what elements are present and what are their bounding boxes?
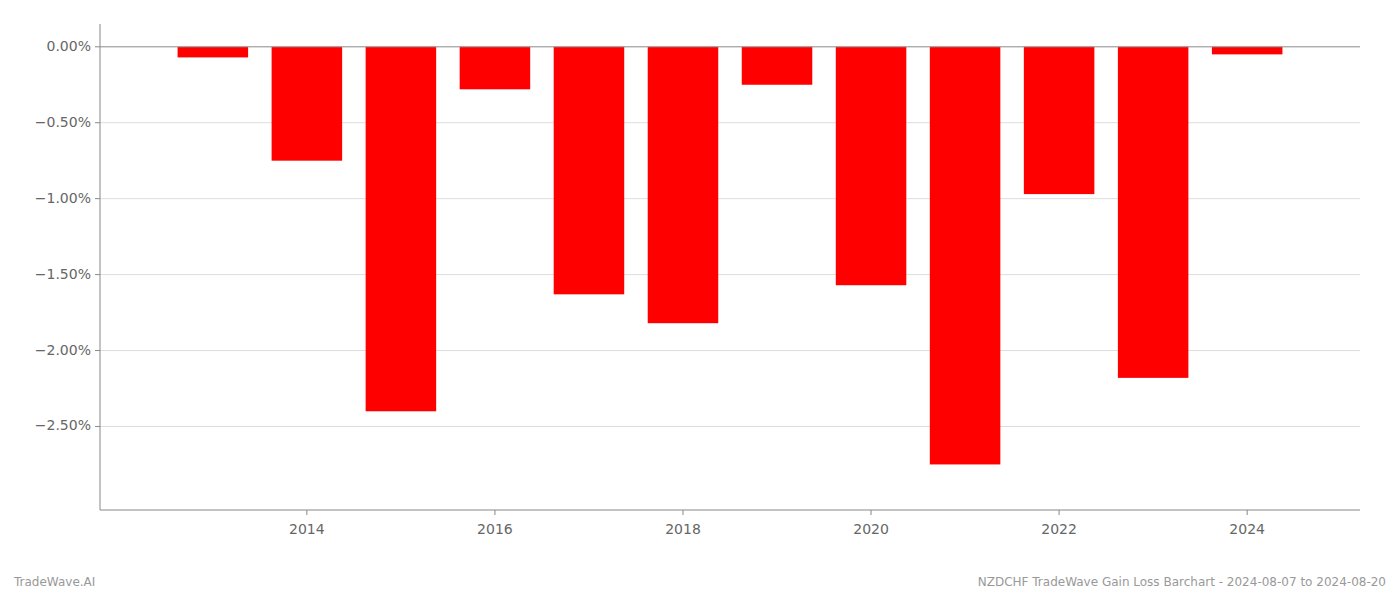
x-tick (871, 510, 872, 515)
y-tick-label: −1.00% (35, 190, 91, 206)
bar (742, 47, 813, 85)
y-tick (95, 198, 100, 199)
chart-container: 0.00%−0.50%−1.00%−1.50%−2.00%−2.50%20142… (0, 0, 1400, 600)
bar (460, 47, 531, 90)
y-tick-label: −2.00% (35, 342, 91, 358)
axes (100, 24, 1360, 510)
x-tick-label: 2020 (853, 521, 889, 537)
footer-text: TradeWave.AI (13, 575, 95, 589)
x-tick-label: 2014 (289, 521, 325, 537)
x-tick (682, 510, 683, 515)
x-tick (494, 510, 495, 515)
y-tick (95, 274, 100, 275)
x-tick-label: 2022 (1041, 521, 1077, 537)
bar (1212, 47, 1283, 55)
bar (366, 47, 437, 412)
y-tick-label: 0.00% (47, 38, 91, 54)
zero-line (100, 46, 1360, 47)
bars (178, 47, 1283, 465)
footer-text: NZDCHF TradeWave Gain Loss Barchart - 20… (978, 575, 1386, 589)
y-tick-label: −0.50% (35, 114, 91, 130)
bar (1024, 47, 1095, 194)
x-tick (1247, 510, 1248, 515)
y-tick (95, 46, 100, 47)
x-tick-label: 2024 (1229, 521, 1265, 537)
x-axis-line (100, 510, 1360, 511)
bar (648, 47, 719, 323)
x-tick-label: 2016 (477, 521, 513, 537)
bar (1118, 47, 1189, 378)
bar (272, 47, 343, 161)
grid-line (100, 46, 1360, 47)
y-tick (95, 122, 100, 123)
y-tick (95, 350, 100, 351)
x-tick-label: 2018 (665, 521, 701, 537)
bar (930, 47, 1001, 465)
x-tick (306, 510, 307, 515)
chart-svg: 0.00%−0.50%−1.00%−1.50%−2.00%−2.50%20142… (0, 0, 1400, 600)
grid-line (100, 426, 1360, 427)
x-axis: 2014 2016 2018 2020 2022 2024 (289, 510, 1265, 537)
y-tick-label: −1.50% (35, 266, 91, 282)
bar (554, 47, 625, 295)
y-axis: 0.00% −0.50% −1.00% −1.50% −2.00% −2.50% (35, 38, 100, 434)
y-tick (95, 426, 100, 427)
x-tick (1059, 510, 1060, 515)
footer: TradeWave.AI NZDCHF TradeWave Gain Loss B… (13, 575, 1386, 589)
y-axis-line (100, 24, 101, 510)
y-tick-label: −2.50% (35, 417, 91, 433)
bar (178, 47, 249, 58)
bar (836, 47, 907, 285)
grid (100, 47, 1360, 427)
